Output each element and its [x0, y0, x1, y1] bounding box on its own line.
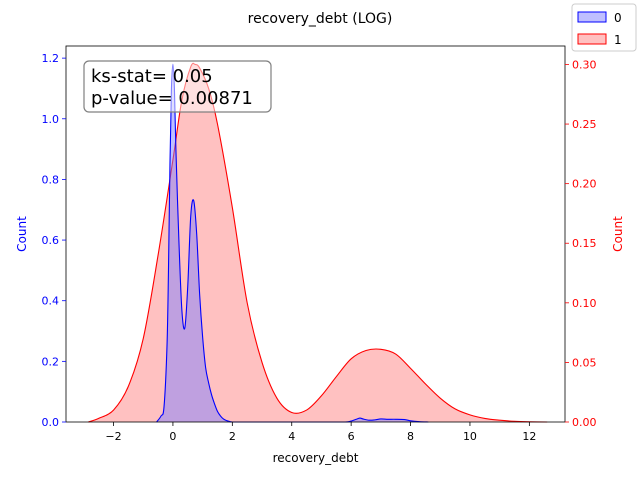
series-0-area	[156, 64, 429, 422]
x-tick-label: 4	[288, 430, 295, 443]
y-tick-label-right: 0.10	[572, 297, 597, 310]
y-tick-label-left: 0.0	[42, 416, 60, 429]
stats-box	[83, 60, 272, 113]
x-tick-label: 0	[169, 430, 176, 443]
y-axis-label-left: Count	[15, 216, 29, 252]
plot-frame	[65, 45, 566, 423]
y-tick-label-left: 0.2	[42, 355, 60, 368]
y-tick-label-right: 0.30	[572, 58, 597, 71]
y-tick-label-left: 0.6	[42, 234, 60, 247]
legend: 0 1	[571, 3, 637, 52]
series-1-line	[88, 62, 548, 423]
x-tick-label: 6	[348, 430, 355, 443]
legend-label-1: 1	[614, 33, 622, 47]
y-tick-label-right: 0.05	[572, 356, 597, 369]
x-tick-label: 10	[463, 430, 477, 443]
y-tick-label-left: 1.2	[42, 52, 60, 65]
y-tick-label-left: 0.8	[42, 173, 60, 186]
y-tick-label-right: 0.25	[572, 118, 597, 131]
y-tick-label-right: 0.20	[572, 178, 597, 191]
series-1-area	[88, 63, 548, 422]
y-axis-left: 0.0 0.2 0.4 0.6 0.8 1.0 1.2	[42, 52, 66, 429]
p-value-text: p-value= 0.00871	[91, 88, 253, 109]
y-axis-label-right: Count	[611, 216, 625, 252]
y-tick-label-right: 0.00	[572, 416, 597, 429]
x-axis-label: recovery_debt	[273, 451, 359, 465]
x-tick-label: 2	[229, 430, 236, 443]
x-tick-label: 8	[407, 430, 414, 443]
ks-stat-text: ks-stat= 0.05	[91, 66, 213, 87]
y-tick-label-left: 0.4	[42, 295, 60, 308]
x-tick-label: 12	[522, 430, 536, 443]
x-tick-label: −2	[105, 430, 121, 443]
legend-label-0: 0	[614, 11, 622, 25]
y-tick-label-left: 1.0	[42, 113, 60, 126]
stats-annotation: ks-stat= 0.05 p-value= 0.00871	[83, 60, 272, 113]
legend-swatch-0	[577, 11, 607, 23]
y-tick-label-right: 0.15	[572, 237, 597, 250]
y-axis-right: 0.00 0.05 0.10 0.15 0.20 0.25 0.30	[565, 58, 597, 429]
series-layer	[88, 62, 548, 423]
x-axis: −2 0 2 4 6 8 10 12	[105, 422, 536, 443]
chart-title: recovery_debt (LOG)	[248, 11, 393, 27]
legend-swatch-1	[577, 33, 607, 45]
